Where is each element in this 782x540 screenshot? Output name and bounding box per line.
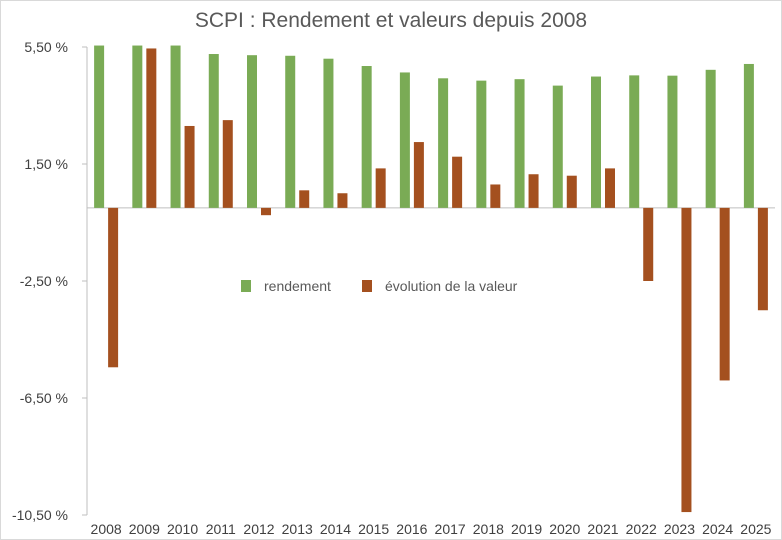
legend-label-evolution: évolution de la valeur: [385, 278, 518, 294]
bar-rendement-2021: [591, 76, 601, 208]
bar-rendement-2012: [247, 55, 257, 208]
x-tick-label: 2021: [587, 521, 618, 537]
x-tick-label: 2017: [435, 521, 466, 537]
bar-rendement-2009: [132, 45, 143, 208]
bar-evolution-2014: [337, 193, 348, 208]
x-tick-label: 2016: [396, 521, 427, 537]
bar-rendement-2016: [399, 72, 410, 208]
bar-evolution-2019: [528, 174, 539, 208]
bar-rendement-2015: [361, 66, 372, 208]
y-tick-labels: 5,50 % 1,50 % -2,50 % -6,50 % -10,50 %: [12, 39, 87, 523]
x-tick-label: 2013: [282, 521, 313, 537]
y-tick-label: -2,50 %: [20, 273, 68, 289]
bar-evolution-2024: [719, 207, 730, 381]
legend-label-rendement: rendement: [264, 278, 331, 294]
bar-evolution-2009: [146, 48, 157, 208]
bar-rendement-2010: [170, 45, 181, 208]
bar-evolution-2010: [184, 125, 195, 208]
legend: rendement évolution de la valeur: [241, 278, 518, 294]
x-tick-label: 2020: [549, 521, 580, 537]
x-tick-label: 2014: [320, 521, 351, 537]
bar-evolution-2012: [261, 207, 271, 216]
legend-swatch-rendement: [241, 280, 251, 292]
y-tick-label: -10,50 %: [12, 507, 68, 523]
bar-rendement-2014: [323, 58, 334, 208]
x-tick-label: 2025: [740, 521, 771, 537]
legend-swatch-evolution: [362, 280, 372, 292]
bar-evolution-2021: [605, 168, 615, 208]
y-tick-label: 5,50 %: [24, 39, 68, 55]
bar-evolution-2015: [375, 168, 386, 208]
bar-rendement-2018: [476, 80, 487, 208]
bars: [94, 45, 768, 513]
x-tick-label: 2019: [511, 521, 542, 537]
bar-evolution-2023: [681, 207, 692, 513]
bar-evolution-2011: [222, 120, 233, 208]
x-tick-label: 2015: [358, 521, 389, 537]
bar-evolution-2020: [566, 175, 577, 208]
bar-evolution-2008: [108, 207, 119, 368]
x-tick-label: 2011: [206, 521, 236, 537]
x-tick-label: 2022: [626, 521, 657, 537]
bar-rendement-2013: [285, 55, 296, 208]
bar-rendement-2025: [743, 63, 754, 208]
y-tick-label: 1,50 %: [24, 156, 68, 172]
bar-evolution-2017: [452, 156, 463, 208]
x-tick-label: 2012: [243, 521, 274, 537]
bar-evolution-2025: [757, 207, 768, 311]
bar-rendement-2011: [208, 54, 219, 208]
bar-rendement-2017: [438, 78, 449, 208]
bar-evolution-2022: [643, 207, 654, 281]
y-tick-label: -6,50 %: [20, 390, 68, 406]
bar-rendement-2020: [552, 85, 563, 208]
x-tick-label: 2024: [702, 521, 733, 537]
bar-rendement-2023: [667, 75, 678, 208]
x-tick-label: 2018: [473, 521, 504, 537]
bar-rendement-2019: [514, 79, 525, 208]
bar-evolution-2016: [413, 142, 424, 208]
bar-rendement-2008: [94, 45, 105, 208]
bar-evolution-2018: [490, 184, 501, 208]
x-tick-label: 2008: [91, 521, 122, 537]
x-tick-label: 2023: [664, 521, 695, 537]
chart-title: SCPI : Rendement et valeurs depuis 2008: [195, 9, 587, 32]
x-tick-labels: 2008 2009 2010 2011 2012 2013 2014 2015 2016 2017…: [91, 521, 772, 537]
bar-rendement-2024: [705, 69, 716, 208]
x-tick-label: 2010: [167, 521, 198, 537]
bar-rendement-2022: [629, 75, 640, 208]
bar-evolution-2013: [299, 190, 310, 208]
x-tick-label: 2009: [129, 521, 160, 537]
